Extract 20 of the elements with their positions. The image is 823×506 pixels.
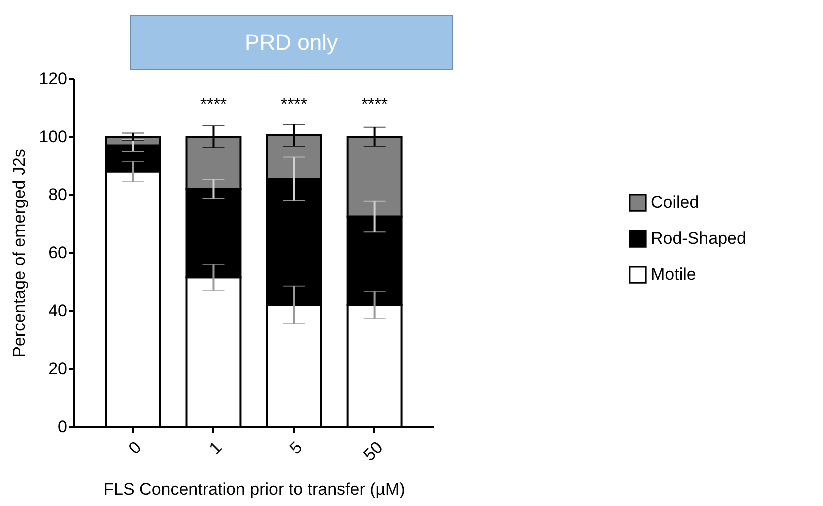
y-tick-label: 100 (39, 128, 68, 146)
y-tick-label: 40 (48, 302, 68, 320)
legend-label: Rod-Shaped (651, 229, 746, 248)
annotation: **** (362, 95, 388, 114)
x-axis-title: FLS Concentration prior to transfer (µM) (104, 480, 406, 500)
x-tick-label: 0 (125, 438, 146, 458)
y-axis-title: Percentage of emerged J2s (10, 149, 30, 358)
y-tick-label: 60 (48, 244, 68, 262)
legend-label: Motile (651, 265, 696, 284)
x-tick-label: 1 (206, 438, 226, 458)
y-tick-label: 120 (39, 70, 68, 88)
annotation: **** (200, 95, 228, 114)
legend-label: Coiled (651, 193, 700, 212)
y-tick-label: 0 (58, 418, 68, 436)
chart-title: PRD only (130, 15, 453, 70)
x-tick-label: 5 (286, 438, 306, 458)
annotation: **** (281, 95, 308, 114)
x-tick-label: 50 (360, 438, 387, 465)
y-tick-label: 20 (48, 360, 68, 378)
y-tick-label: 80 (48, 186, 68, 204)
